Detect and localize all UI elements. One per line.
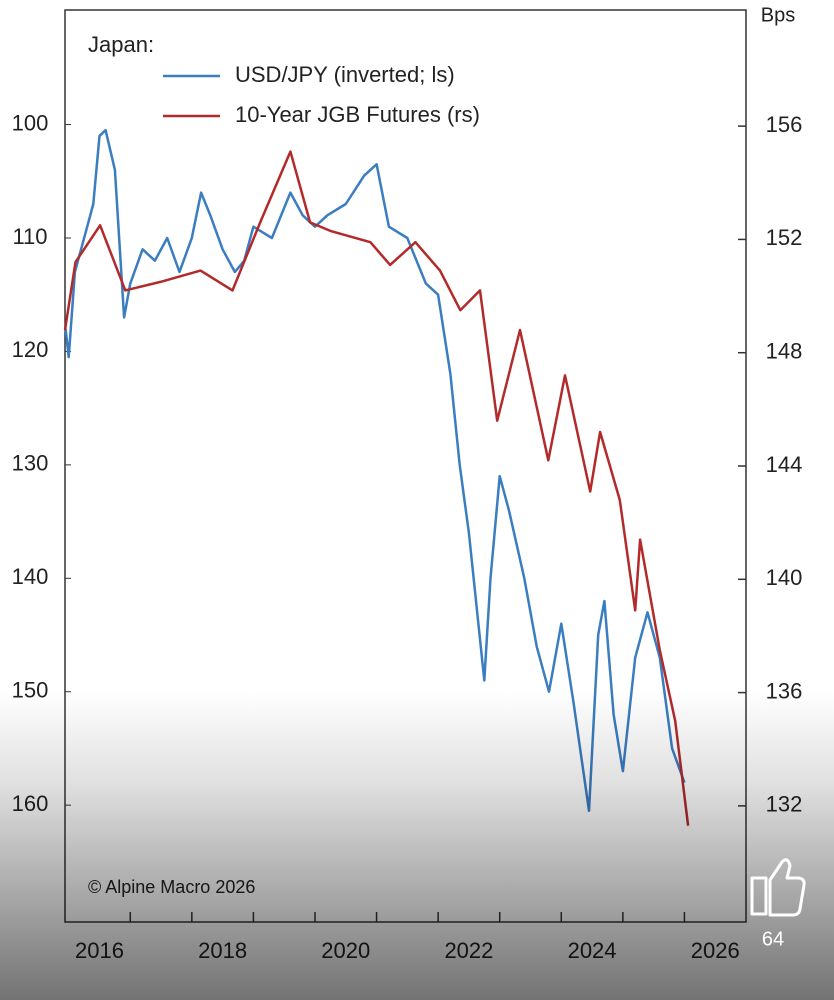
y2-tick-label: 144	[766, 452, 803, 477]
y2-label: Bps	[761, 4, 795, 26]
y2-tick-label: 156	[766, 112, 803, 137]
x-tick-label: 2026	[691, 938, 740, 963]
legend-label: 10-Year JGB Futures (rs)	[235, 102, 480, 127]
x-tick-label: 2016	[75, 938, 124, 963]
y2-tick-label: 132	[766, 792, 803, 817]
x-tick-label: 2018	[198, 938, 247, 963]
y-tick-label: 150	[12, 678, 49, 703]
y-tick-label: 100	[12, 110, 49, 135]
plot-frame	[64, 9, 747, 923]
y-tick-label: 130	[12, 451, 49, 476]
y-tick-label: 160	[12, 791, 49, 816]
x-tick-label: 2024	[568, 938, 617, 963]
series-line	[63, 150, 690, 826]
y-tick-label: 140	[12, 564, 49, 589]
legend-label: USD/JPY (inverted; ls)	[235, 62, 455, 87]
y2-tick-label: 152	[766, 225, 803, 250]
x-tick-label: 2020	[321, 938, 370, 963]
y2-tick-label: 148	[766, 339, 803, 364]
x-tick-label: 2022	[444, 938, 493, 963]
y-tick-label: 110	[12, 224, 47, 249]
y-tick-label: 120	[12, 337, 49, 362]
source: © Alpine Macro 2026	[88, 877, 255, 897]
y2-tick-label: 136	[766, 678, 803, 703]
y2-tick-label: 140	[766, 565, 803, 590]
legend-title: Japan:	[88, 32, 154, 57]
